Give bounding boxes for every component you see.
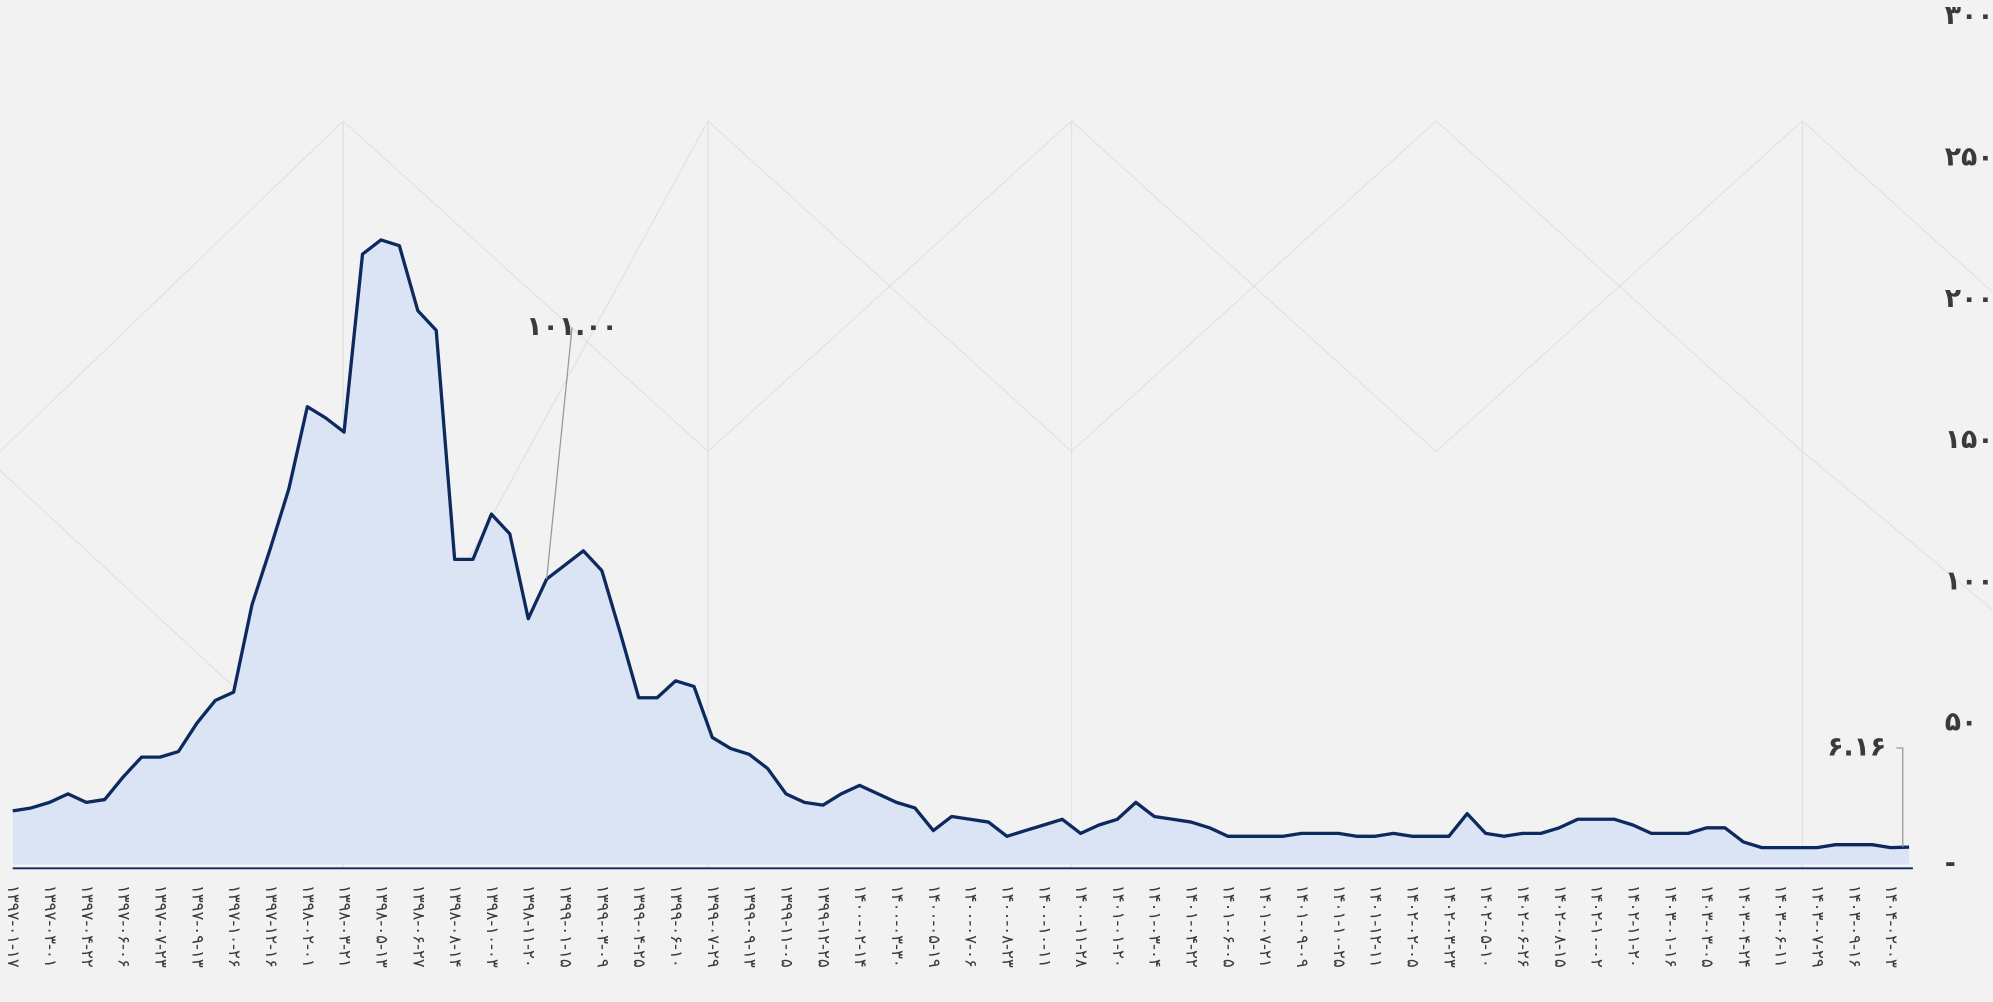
- x-tick-label: ۱۴۰۲-۱۱-۲۰: [1624, 885, 1643, 968]
- x-tick-label: ۱۳۹۹-۰۹-۱۳: [741, 885, 760, 968]
- x-tick-label: ۱۳۹۹-۱۲-۲۵: [814, 885, 833, 968]
- x-tick-label: ۱۴۰۲-۰۶-۲۶: [1514, 885, 1533, 968]
- x-tick-label: ۱۴۰۲-۰۸-۱۵: [1551, 885, 1570, 968]
- price-line: [12, 238, 1910, 850]
- x-tick-label: ۱۴۰۱-۰۷-۲۱: [1256, 885, 1275, 968]
- x-tick-label: ۱۳۹۹-۰۱-۱۵: [557, 885, 576, 968]
- x-tick-label: ۱۳۹۷-۰۳-۰۱: [41, 885, 60, 968]
- x-tick-label: ۱۳۹۹-۰۶-۱۰: [667, 885, 686, 968]
- x-tick-label: ۱۴۰۴-۰۲-۰۳: [1882, 885, 1901, 968]
- x-tick-label: ۱۴۰۰-۰۸-۲۳: [998, 885, 1017, 968]
- y-tick-label: ۱۵۰: [1945, 424, 1993, 455]
- x-tick-label: ۱۳۹۸-۰۳-۲۱: [336, 885, 355, 968]
- y-tick-label: ۳۰۰: [1945, 0, 1993, 31]
- y-tick-label: ۲۵۰: [1945, 142, 1993, 173]
- y-tick-label: -: [1945, 848, 1956, 879]
- x-tick-label: ۱۴۰۱-۰۱-۲۰: [1109, 885, 1128, 968]
- x-tick-label: ۱۴۰۰-۱۱-۲۸: [1072, 885, 1091, 968]
- x-tick-label: ۱۳۹۸-۰۲-۰۱: [299, 885, 318, 968]
- x-tick-label: ۱۴۰۱-۱۲-۱۱: [1367, 885, 1386, 968]
- x-tick-label: ۱۳۹۷-۱۰-۲۶: [225, 885, 244, 968]
- x-tick-label: ۱۴۰۳-۰۴-۲۴: [1735, 885, 1754, 968]
- annotation-leader: [1896, 747, 1904, 848]
- x-tick-label: ۱۴۰۲-۱۰-۰۲: [1588, 885, 1607, 968]
- x-tick-label: ۱۳۹۷-۱۲-۱۶: [262, 885, 281, 968]
- y-tick-label: ۵۰: [1945, 707, 1978, 738]
- x-tick-label: ۱۴۰۳-۰۹-۱۶: [1845, 885, 1864, 968]
- x-tick-label: ۱۴۰۱-۰۶-۰۵: [1219, 885, 1238, 968]
- x-tick-label: ۱۴۰۱-۱۰-۲۵: [1330, 885, 1349, 968]
- x-tick-label: ۱۳۹۷-۰۹-۱۳: [188, 885, 207, 968]
- x-tick-label: ۱۴۰۳-۰۳-۰۵: [1698, 885, 1717, 968]
- x-tick-label: ۱۳۹۸-۱۱-۲۰: [520, 885, 539, 968]
- x-tick-label: ۱۴۰۳-۰۱-۱۶: [1661, 885, 1680, 968]
- x-tick-label: ۱۴۰۳-۰۷-۲۹: [1809, 885, 1828, 968]
- x-tick-label: ۱۴۰۰-۰۳-۳۰: [888, 885, 907, 968]
- x-tick-label: ۱۴۰۲-۰۳-۲۳: [1440, 885, 1459, 968]
- x-tick-label: ۱۳۹۹-۱۱-۰۵: [778, 885, 797, 968]
- x-tick-label: ۱۴۰۲-۰۵-۱۰: [1477, 885, 1496, 968]
- x-tick-label: ۱۴۰۱-۰۳-۰۴: [1146, 885, 1165, 968]
- x-tick-label: ۱۴۰۱-۰۴-۲۲: [1183, 885, 1202, 968]
- x-tick-label: ۱۳۹۷-۰۶-۰۶: [115, 885, 134, 968]
- x-tick-label: ۱۳۹۹-۰۳-۰۹: [593, 885, 612, 968]
- x-tick-label: ۱۳۹۷-۰۱-۱۷: [4, 885, 23, 968]
- y-tick-label: ۱۰۰: [1945, 565, 1993, 596]
- x-tick-label: ۱۴۰۲-۰۲-۰۵: [1404, 885, 1423, 968]
- annotation-label: ۱۰۱.۰۰: [526, 311, 618, 342]
- x-tick-label: ۱۳۹۷-۰۷-۲۳: [152, 885, 171, 968]
- x-tick-label: ۱۳۹۸-۰۸-۱۴: [446, 885, 465, 968]
- annotation-label: ۶.۱۶: [1827, 732, 1886, 763]
- x-tick-label: ۱۴۰۰-۰۵-۱۹: [925, 885, 944, 968]
- x-tick-label: ۱۳۹۸-۱۰-۰۳: [483, 885, 502, 968]
- x-tick-label: ۱۴۰۱-۰۹-۰۹: [1293, 885, 1312, 968]
- area-fill: [12, 239, 1910, 865]
- x-tick-label: ۱۴۰۰-۱۰-۱۱: [1035, 885, 1054, 968]
- x-tick-label: ۱۴۰۳-۰۶-۱۱: [1772, 885, 1791, 968]
- annotation-leader: [546, 327, 573, 580]
- x-tick-label: ۱۴۰۰-۰۲-۱۴: [851, 885, 870, 968]
- x-tick-label: ۱۳۹۸-۰۵-۱۳: [372, 885, 391, 968]
- x-tick-label: ۱۳۹۸-۰۶-۲۷: [409, 885, 428, 968]
- x-tick-label: ۱۴۰۰-۰۷-۰۶: [962, 885, 981, 968]
- y-tick-label: ۲۰۰: [1945, 283, 1993, 314]
- x-tick-label: ۱۳۹۹-۰۴-۲۵: [630, 885, 649, 968]
- x-tick-label: ۱۳۹۷-۰۴-۲۲: [78, 885, 97, 968]
- x-tick-label: ۱۳۹۹-۰۷-۲۹: [704, 885, 723, 968]
